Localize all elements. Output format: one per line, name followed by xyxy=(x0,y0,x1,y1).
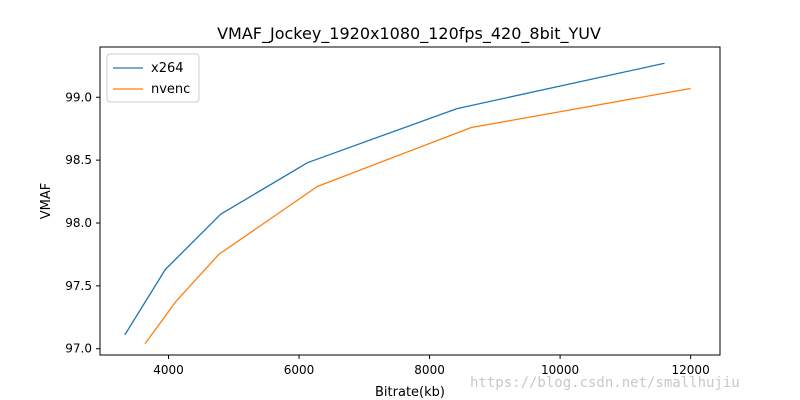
y-tick-label: 97.0 xyxy=(65,342,92,356)
axes-frame xyxy=(99,46,721,356)
y-tick-label: 98.5 xyxy=(65,153,92,167)
legend: x264 nvenc xyxy=(106,53,200,103)
x-tick-label: 6000 xyxy=(284,363,315,377)
legend-label-x264: x264 xyxy=(151,61,184,76)
plot-area xyxy=(124,62,691,345)
x-tick-label: 8000 xyxy=(414,363,445,377)
series-line-x264 xyxy=(124,62,665,336)
y-tick-label: 99.0 xyxy=(65,90,92,104)
x-tick-label: 12000 xyxy=(672,363,710,377)
y-tick-label: 98.0 xyxy=(65,216,92,230)
axes: 4000 6000 8000 10000 12000 97.0 97.5 98.0 98.5 99… xyxy=(65,46,721,377)
y-tick-label: 97.5 xyxy=(65,279,92,293)
legend-frame xyxy=(106,53,200,103)
x-tick-label: 4000 xyxy=(153,363,184,377)
x-tick-label: 10000 xyxy=(541,363,579,377)
chart-title: VMAF_Jockey_1920x1080_120fps_420_8bit_YU… xyxy=(217,24,601,44)
y-axis-label: VMAF xyxy=(39,183,54,219)
x-axis-label: Bitrate(kb) xyxy=(375,385,445,400)
legend-label-nvenc: nvenc xyxy=(151,82,190,97)
series-line-nvenc xyxy=(144,87,691,345)
watermark-text: https://blog.csdn.net/smallhujiu xyxy=(470,375,740,391)
